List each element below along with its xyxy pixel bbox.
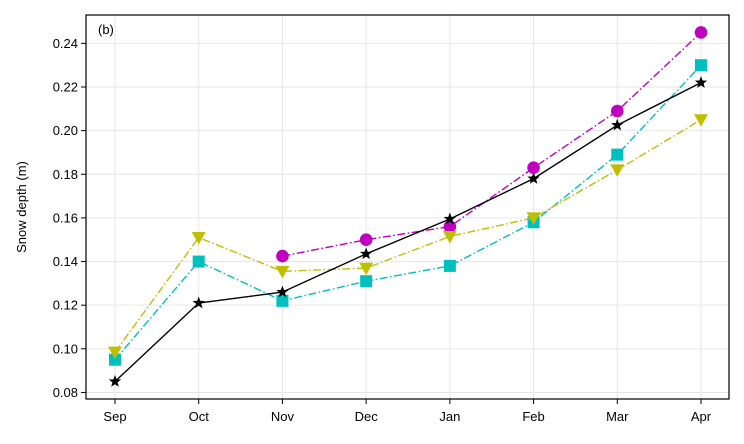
data-point [695,59,707,72]
data-point [276,285,289,298]
data-point [108,375,122,387]
data-point [442,230,457,244]
data-point [610,164,625,177]
data-point [276,294,289,307]
series-line [114,119,702,353]
data-point [526,212,541,225]
x-tick-label: Sep [103,409,126,424]
y-tick-label: 0.10 [53,341,78,356]
y-tick-label: 0.20 [53,123,78,138]
data-point [275,265,290,279]
data-point [611,148,624,161]
data-point [192,296,205,309]
data-point [276,249,289,263]
data-point [108,346,122,360]
grid-layer [86,15,729,399]
y-tick-label: 0.16 [53,210,78,225]
y-axis-label: Snow depth (m) [14,161,29,253]
series-line [282,31,702,257]
data-point [359,262,374,276]
x-tick-label: Mar [606,409,629,424]
x-tick-label: Dec [355,409,379,424]
data-point [527,172,540,184]
data-point [360,275,373,288]
y-tick-label: 0.22 [53,80,78,95]
series-line [114,64,702,361]
x-tick-label: Oct [189,409,210,424]
data-point [694,76,708,88]
data-point [443,259,456,272]
y-tick-label: 0.08 [53,385,78,400]
data-point [191,232,206,245]
data-point [443,212,457,225]
x-tick-label: Feb [522,409,544,424]
y-tick-label: 0.14 [53,254,78,269]
x-tick-label: Nov [271,409,295,424]
x-tick-label: Apr [691,409,712,424]
y-tick-label: 0.18 [53,167,78,182]
data-point [694,114,708,127]
y-tick-label: 0.12 [53,298,78,313]
panel-label: (b) [98,22,114,37]
data-point [611,118,624,131]
series-line [114,82,702,383]
data-point [359,247,373,260]
plot-frame [85,14,730,400]
data-point [109,353,121,366]
series-0 [276,26,708,263]
series-layer [108,26,708,387]
tick-layer: Sep Oct Nov Dec Jan Feb Mar Apr 0.08 0.10 0.12 0.14… [53,36,712,424]
data-point [192,255,205,268]
x-tick-label: Jan [439,409,460,424]
series-3 [108,76,708,387]
series-2 [108,114,708,360]
data-point [359,233,373,247]
data-point [527,161,540,175]
data-point [610,104,624,118]
series-1 [109,59,707,366]
y-tick-label: 0.24 [53,36,78,51]
data-point [694,26,708,39]
